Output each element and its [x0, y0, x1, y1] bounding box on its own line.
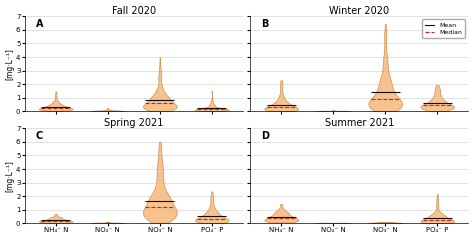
Y-axis label: [mg·L⁻¹]: [mg·L⁻¹] — [6, 48, 15, 80]
Text: B: B — [261, 19, 268, 29]
Title: Summer 2021: Summer 2021 — [325, 118, 394, 128]
Text: C: C — [36, 131, 43, 141]
Title: Winter 2020: Winter 2020 — [329, 5, 389, 16]
Text: A: A — [36, 19, 43, 29]
Title: Fall 2020: Fall 2020 — [112, 5, 156, 16]
Y-axis label: [mg·L⁻¹]: [mg·L⁻¹] — [6, 160, 15, 192]
Title: Spring 2021: Spring 2021 — [104, 118, 164, 128]
Text: D: D — [261, 131, 269, 141]
Legend: Mean, Median: Mean, Median — [422, 19, 465, 38]
